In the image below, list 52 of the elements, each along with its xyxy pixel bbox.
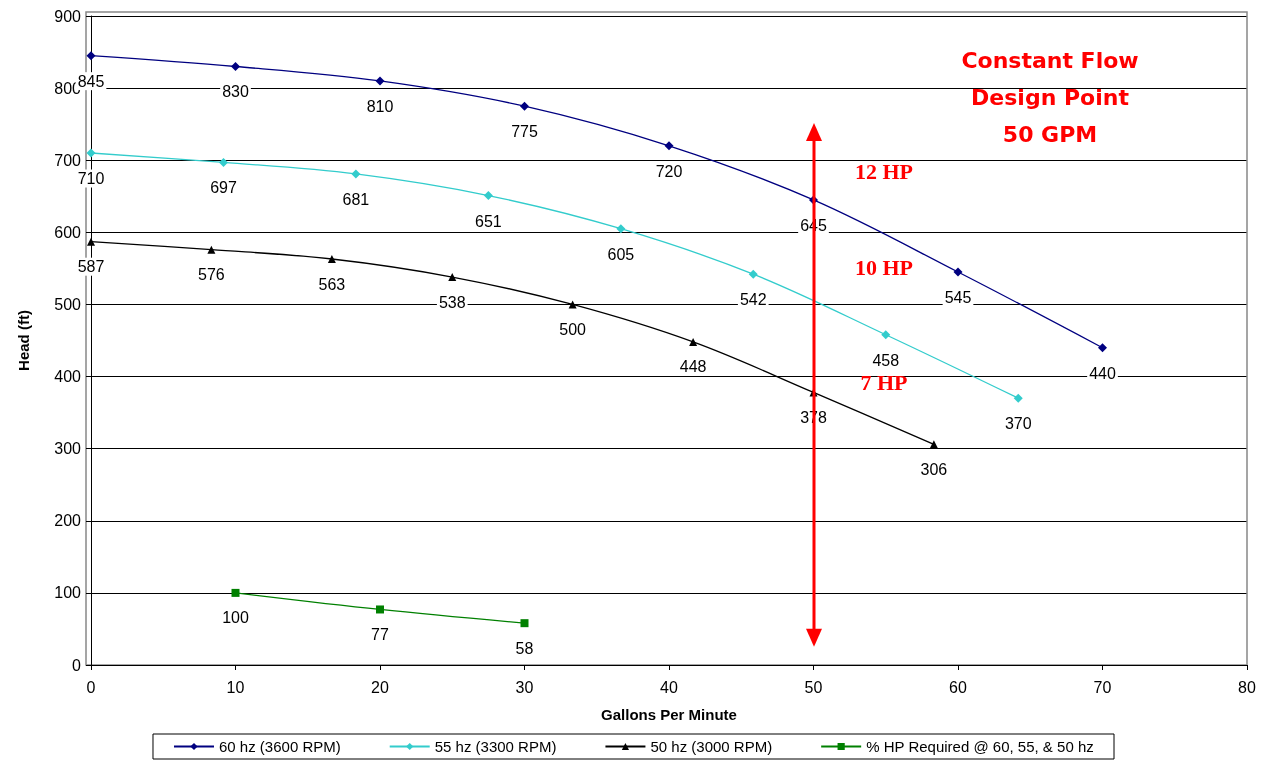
data-label: 100 [222, 609, 249, 627]
data-label: 710 [77, 170, 105, 188]
x-tick-label: 40 [660, 678, 678, 696]
data-label: 720 [655, 162, 683, 180]
data-label: 681 [342, 190, 370, 208]
legend-label: 50 hz (3000 RPM) [650, 738, 773, 755]
y-tick-label: 900 [54, 7, 82, 25]
data-label: 605 [607, 245, 635, 263]
y-tick-label: 100 [54, 584, 82, 602]
data-label: 587 [77, 258, 105, 276]
annotation: 12 HP [854, 158, 914, 184]
x-tick-label: 80 [1238, 678, 1256, 696]
x-tick-label: 10 [226, 678, 245, 696]
data-label: 500 [559, 320, 587, 338]
data-label: 545 [944, 288, 972, 306]
x-tick-label: 60 [949, 678, 967, 696]
legend-label: % HP Required @ 60, 55, & 50 hz [866, 738, 1094, 755]
y-axis-title: Head (ft) [15, 310, 32, 371]
y-tick-label: 600 [54, 223, 82, 241]
x-tick-label: 70 [1093, 678, 1112, 696]
data-label: 563 [318, 275, 346, 293]
data-label: 542 [739, 291, 767, 309]
annotation: 10 HP [854, 254, 914, 280]
y-tick-label: 300 [54, 440, 82, 458]
y-tick-label: 0 [72, 656, 82, 674]
data-label: 440 [1089, 364, 1116, 382]
x-tick-label: 0 [86, 678, 96, 696]
data-label: 775 [511, 123, 538, 141]
data-label: 458 [872, 351, 900, 369]
y-tick-label: 200 [54, 512, 82, 530]
data-label: 448 [679, 358, 707, 376]
x-tick-label: 30 [515, 678, 534, 696]
annotation: 7 HP [860, 369, 908, 395]
x-tick-label: 20 [371, 678, 389, 696]
data-label: 651 [475, 212, 502, 230]
legend-label: 55 hz (3300 RPM) [434, 738, 557, 755]
data-label: 77 [371, 625, 389, 643]
data-label: 58 [515, 639, 534, 657]
data-label: 370 [1004, 415, 1032, 433]
legend-label: 60 hz (3600 RPM) [218, 738, 341, 755]
data-label: 306 [920, 460, 948, 478]
y-tick-label: 700 [54, 151, 82, 169]
data-label: 538 [438, 293, 466, 311]
x-axis-title: Gallons Per Minute [601, 706, 737, 723]
data-label: 810 [366, 97, 394, 115]
data-label: 576 [198, 266, 225, 284]
data-label: 830 [222, 83, 249, 101]
y-tick-label: 500 [54, 295, 82, 313]
x-tick-label: 50 [804, 678, 823, 696]
data-label: 697 [210, 179, 237, 197]
y-tick-label: 400 [54, 368, 82, 386]
annotation: Constant Flow Design Point 50 GPM [961, 48, 1139, 147]
